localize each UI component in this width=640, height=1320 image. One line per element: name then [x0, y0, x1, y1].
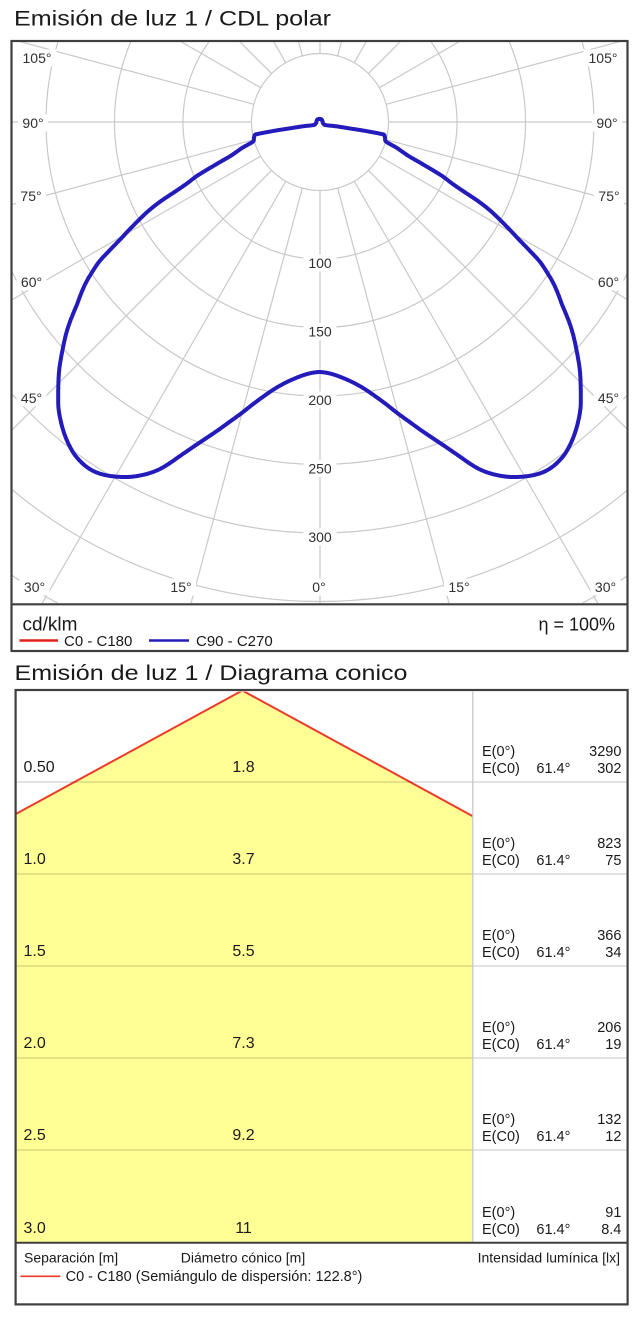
svg-text:Diámetro cónico [m]: Diámetro cónico [m] [181, 1250, 305, 1266]
svg-text:61.4°: 61.4° [536, 853, 570, 869]
svg-text:3.7: 3.7 [232, 851, 254, 868]
svg-text:1.5: 1.5 [24, 943, 46, 960]
svg-text:19: 19 [605, 1037, 621, 1053]
svg-text:150: 150 [308, 324, 332, 340]
svg-text:Emisión de luz 1 / CDL polar: Emisión de luz 1 / CDL polar [14, 8, 331, 31]
svg-text:30°: 30° [595, 579, 616, 595]
svg-text:Intensidad lumínica [lx]: Intensidad lumínica [lx] [478, 1250, 620, 1266]
svg-text:206: 206 [597, 1020, 621, 1036]
svg-text:91: 91 [605, 1205, 621, 1221]
svg-text:5.5: 5.5 [232, 943, 254, 960]
svg-text:366: 366 [597, 928, 621, 944]
svg-text:61.4°: 61.4° [536, 1129, 570, 1145]
svg-text:E(C0): E(C0) [482, 1222, 520, 1238]
svg-text:1.8: 1.8 [232, 759, 254, 776]
svg-text:823: 823 [597, 836, 621, 852]
svg-text:E(C0): E(C0) [482, 945, 520, 961]
svg-text:E(0°): E(0°) [482, 1112, 515, 1128]
svg-text:105°: 105° [589, 50, 618, 66]
svg-text:8.4: 8.4 [601, 1222, 621, 1238]
svg-text:132: 132 [597, 1112, 621, 1128]
svg-text:2.5: 2.5 [24, 1127, 46, 1144]
svg-text:250: 250 [308, 461, 332, 477]
svg-text:C90 - C270: C90 - C270 [196, 633, 273, 650]
svg-text:C0 - C180: C0 - C180 [64, 633, 132, 650]
svg-text:E(C0): E(C0) [482, 1129, 520, 1145]
svg-text:302: 302 [597, 761, 621, 777]
svg-text:C0 - C180 (Semiángulo de dispe: C0 - C180 (Semiángulo de dispersión: 122… [66, 1269, 363, 1285]
svg-text:E(0°): E(0°) [482, 744, 515, 760]
svg-text:Emisión de luz 1 / Diagrama co: Emisión de luz 1 / Diagrama conico [15, 662, 408, 685]
svg-text:100: 100 [308, 255, 332, 271]
svg-text:15°: 15° [170, 579, 191, 595]
svg-text:12: 12 [605, 1129, 621, 1145]
svg-text:75: 75 [605, 853, 621, 869]
svg-text:2.0: 2.0 [24, 1035, 46, 1052]
svg-text:7.3: 7.3 [232, 1035, 254, 1052]
svg-text:η = 100%: η = 100% [538, 615, 615, 635]
svg-text:0°: 0° [312, 579, 325, 595]
svg-text:E(0°): E(0°) [482, 1020, 515, 1036]
svg-text:45°: 45° [21, 390, 42, 406]
svg-text:3.0: 3.0 [24, 1220, 46, 1237]
svg-text:15°: 15° [448, 579, 469, 595]
svg-text:200: 200 [308, 392, 332, 408]
svg-text:105°: 105° [23, 50, 52, 66]
svg-text:61.4°: 61.4° [536, 945, 570, 961]
svg-text:30°: 30° [24, 579, 45, 595]
svg-text:9.2: 9.2 [232, 1127, 254, 1144]
svg-text:E(C0): E(C0) [482, 1037, 520, 1053]
svg-text:E(0°): E(0°) [482, 1205, 515, 1221]
svg-text:61.4°: 61.4° [536, 1222, 570, 1238]
svg-text:90°: 90° [22, 115, 43, 131]
svg-text:61.4°: 61.4° [536, 1037, 570, 1053]
svg-text:34: 34 [605, 945, 621, 961]
svg-text:E(0°): E(0°) [482, 836, 515, 852]
svg-text:E(0°): E(0°) [482, 928, 515, 944]
svg-text:cd/klm: cd/klm [23, 615, 78, 636]
svg-text:300: 300 [308, 529, 332, 545]
svg-text:75°: 75° [598, 188, 619, 204]
svg-text:E(C0): E(C0) [482, 853, 520, 869]
svg-text:0.50: 0.50 [24, 759, 55, 776]
svg-text:Separación [m]: Separación [m] [24, 1250, 118, 1266]
svg-text:61.4°: 61.4° [536, 761, 570, 777]
svg-text:60°: 60° [598, 274, 619, 290]
svg-text:E(C0): E(C0) [482, 761, 520, 777]
svg-text:60°: 60° [21, 274, 42, 290]
svg-text:11: 11 [235, 1220, 252, 1237]
svg-text:75°: 75° [20, 188, 41, 204]
svg-text:45°: 45° [598, 390, 619, 406]
svg-text:1.0: 1.0 [24, 851, 46, 868]
svg-text:90°: 90° [596, 115, 617, 131]
svg-text:3290: 3290 [589, 744, 621, 760]
